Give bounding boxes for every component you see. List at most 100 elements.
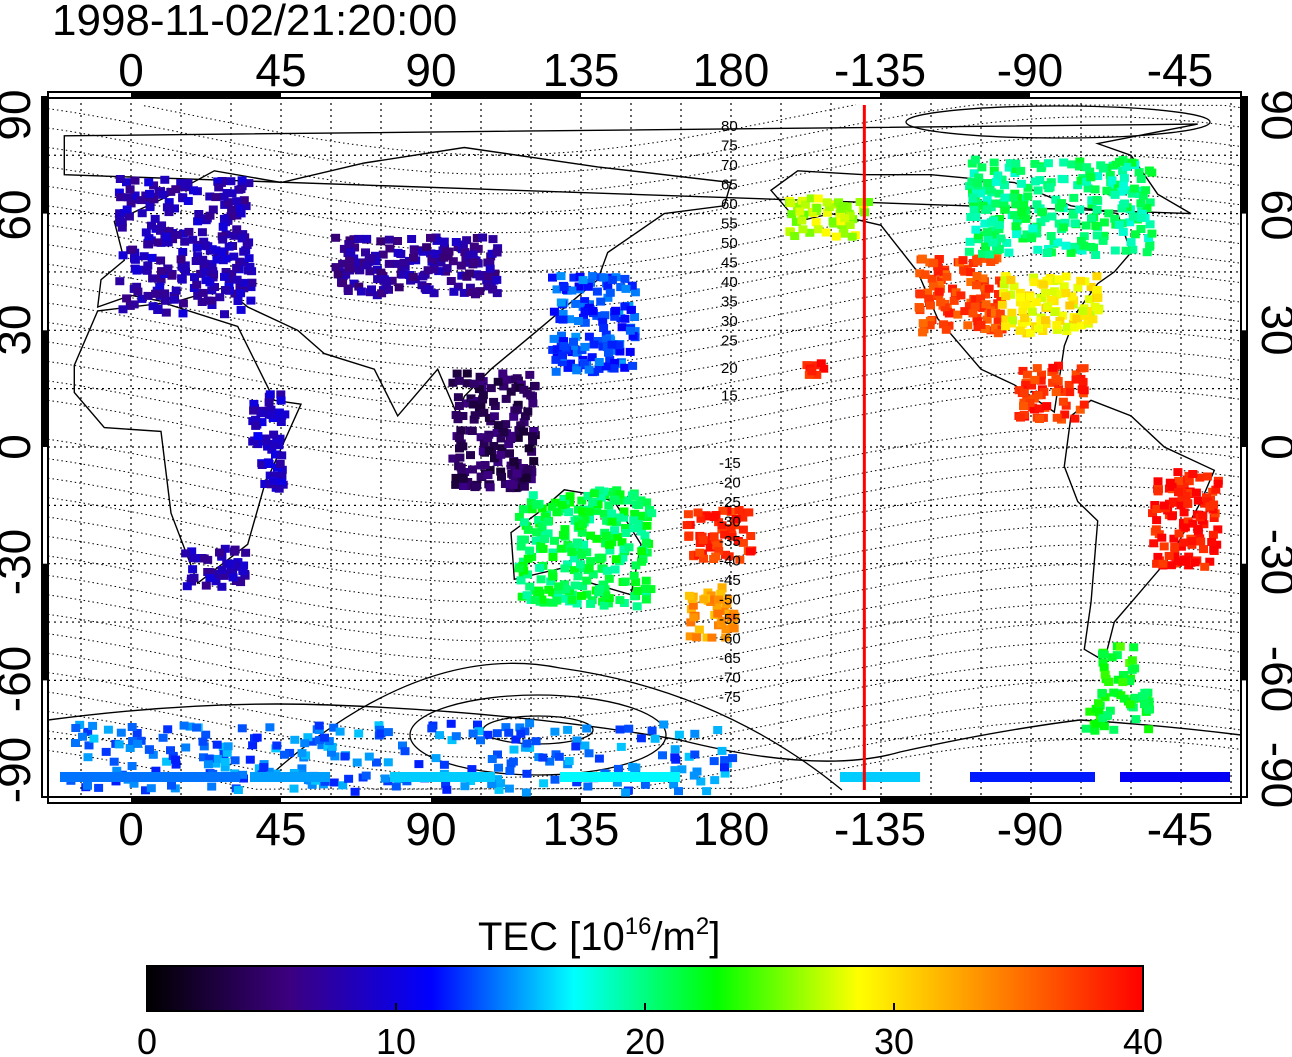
tec-sample: [408, 272, 418, 281]
tec-sample: [1203, 497, 1212, 506]
tec-sample: [208, 205, 218, 214]
tec-sample: [864, 198, 873, 206]
tec-sample: [840, 214, 850, 223]
tec-sample: [146, 784, 156, 793]
tec-sample: [549, 307, 559, 316]
tec-sample: [994, 221, 1004, 230]
tec-sample: [1119, 671, 1128, 679]
tec-sample: [534, 516, 544, 524]
tec-sample: [567, 595, 577, 604]
tec-sample: [277, 478, 286, 487]
tec-sample: [577, 528, 587, 537]
magnetic-lat-label: -30: [719, 514, 741, 531]
tec-sample: [717, 616, 727, 625]
tec-sample: [965, 237, 975, 246]
tec-sample: [1200, 562, 1210, 571]
tec-sample: [576, 560, 585, 569]
tec-sample: [539, 779, 549, 788]
tec-sample: [548, 548, 558, 557]
tec-sample: [462, 379, 472, 388]
tec-sample: [205, 192, 215, 201]
tec-sample: [720, 756, 730, 765]
tec-sample: [592, 534, 602, 543]
tec-sample: [579, 540, 589, 549]
tec-sample: [615, 347, 625, 356]
tec-sample: [1075, 205, 1085, 214]
tec-sample: [552, 596, 562, 605]
tec-sample: [257, 461, 267, 469]
tec-sample: [374, 721, 384, 730]
tec-sample: [696, 514, 706, 523]
tec-sample: [1060, 410, 1070, 419]
lat-axis-right: 90 60 30 0 -30 -60 -90: [1252, 89, 1292, 808]
tec-sample: [1060, 218, 1070, 227]
tec-sample: [124, 212, 134, 221]
tec-sample: [582, 576, 592, 585]
tec-sample: [1022, 230, 1032, 239]
tec-sample: [956, 291, 966, 300]
tec-sample: [164, 227, 174, 236]
tec-band: [1120, 772, 1230, 782]
tec-sample: [1092, 272, 1102, 281]
tec-sample: [1134, 168, 1144, 177]
tec-sample: [498, 374, 508, 383]
tec-sample: [690, 729, 700, 738]
tec-sample: [470, 411, 480, 420]
tec-sample: [1042, 249, 1052, 257]
tec-sample: [713, 609, 723, 618]
tec-sample: [236, 305, 246, 314]
tec-sample: [83, 781, 92, 790]
tec-sample: [720, 530, 730, 539]
tec-sample: [709, 513, 719, 522]
tec-sample: [1110, 214, 1120, 223]
tec-sample: [1144, 725, 1154, 734]
tec-sample: [1152, 516, 1162, 525]
tec-sample: [579, 313, 588, 322]
tec-sample: [177, 275, 187, 284]
tec-sample: [567, 548, 577, 557]
tec-sample: [1034, 324, 1043, 333]
tec-sample: [588, 306, 598, 315]
tec-sample: [486, 384, 496, 393]
tec-sample: [1079, 400, 1089, 409]
tec-sample: [219, 214, 229, 223]
lon-tick-bottom: 180: [693, 803, 770, 855]
tec-sample: [1036, 376, 1046, 385]
tec-sample: [969, 199, 978, 208]
colorbar-ticks: 0 10 20 30 40: [137, 1003, 1163, 1057]
tec-sample: [738, 525, 748, 534]
tec-sample: [677, 765, 687, 774]
tec-sample: [1107, 653, 1117, 662]
tec-sample: [695, 548, 705, 557]
tec-sample: [519, 505, 528, 514]
tec-sample: [696, 777, 706, 786]
tec-sample: [434, 267, 444, 276]
tec-sample: [981, 242, 991, 251]
tec-sample: [1092, 195, 1102, 204]
tec-sample: [1136, 199, 1146, 208]
tec-sample: [1091, 251, 1101, 259]
tec-sample: [1055, 203, 1064, 212]
tec-sample: [462, 369, 472, 378]
tec-sample: [483, 471, 493, 480]
tec-sample: [1036, 164, 1046, 173]
tec-sample: [1118, 180, 1128, 189]
tec-sample: [378, 250, 388, 259]
tec-sample: [1174, 477, 1184, 485]
tec-sample: [331, 263, 341, 272]
tec-sample: [112, 766, 122, 775]
tec-sample: [1126, 238, 1136, 247]
tec-sample: [276, 396, 286, 405]
tec-sample: [605, 540, 614, 549]
tec-sample: [1052, 325, 1062, 334]
tec-sample: [1052, 413, 1062, 422]
tec-sample: [918, 319, 928, 328]
tec-band: [970, 772, 1095, 782]
tec-sample: [244, 254, 254, 263]
tec-sample: [982, 315, 992, 324]
tec-sample: [963, 321, 973, 330]
tec-sample: [158, 190, 168, 199]
magnetic-lat-label: 70: [721, 157, 738, 174]
tec-sample: [1082, 177, 1091, 186]
